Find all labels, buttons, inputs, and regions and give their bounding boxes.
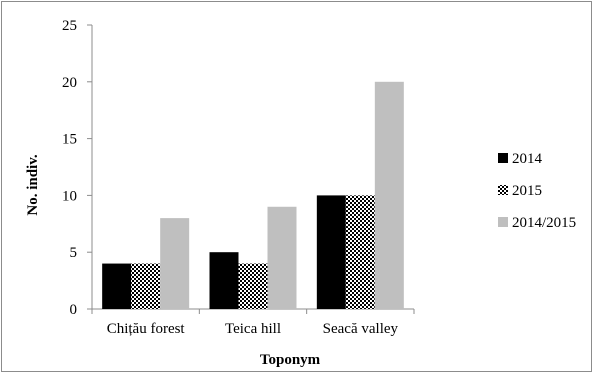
bar-chart: 0 5 10 15 20 25 Chițău forest Teica hill Seacă v…	[25, 18, 576, 368]
bars	[102, 81, 404, 309]
legend-label: 2014/2015	[512, 215, 576, 231]
tick-labels: 0 5 10 15 20 25 Chițău forest Teica hill Seacă v…	[62, 18, 399, 337]
bar-2014-2	[209, 252, 239, 309]
legend-swatch-2014	[498, 153, 508, 163]
x-tick-label: Seacă valley	[323, 321, 399, 337]
y-tick-label: 15	[62, 132, 77, 148]
y-tick-label: 20	[62, 75, 77, 91]
x-axis-title: Toponym	[260, 352, 321, 368]
bar-2014-3	[316, 195, 346, 309]
legend: 2014 2015 2014/2015	[498, 151, 576, 231]
bar-2014-1	[102, 263, 132, 309]
bar-2015-1	[131, 263, 161, 309]
y-tick-label: 0	[70, 302, 78, 318]
y-tick-label: 10	[62, 188, 77, 204]
chart-frame: 0 5 10 15 20 25 Chițău forest Teica hill Seacă v…	[1, 1, 592, 372]
bar-2014-2015-2	[267, 206, 297, 309]
legend-label: 2015	[512, 183, 542, 199]
x-tick-label: Teica hill	[225, 321, 281, 337]
legend-swatch-2014-2015	[498, 217, 508, 227]
bar-2014-2015-3	[374, 81, 404, 309]
y-axis-title: No. indiv.	[25, 154, 41, 216]
legend-swatch-2015	[498, 185, 508, 195]
x-tick-label: Chițău forest	[107, 321, 186, 337]
bar-2015-2	[238, 263, 268, 309]
y-tick-label: 5	[70, 245, 78, 261]
y-tick-label: 25	[62, 18, 77, 34]
bar-2014-2015-1	[160, 218, 190, 309]
bar-2015-3	[345, 195, 375, 309]
legend-label: 2014	[512, 151, 543, 167]
